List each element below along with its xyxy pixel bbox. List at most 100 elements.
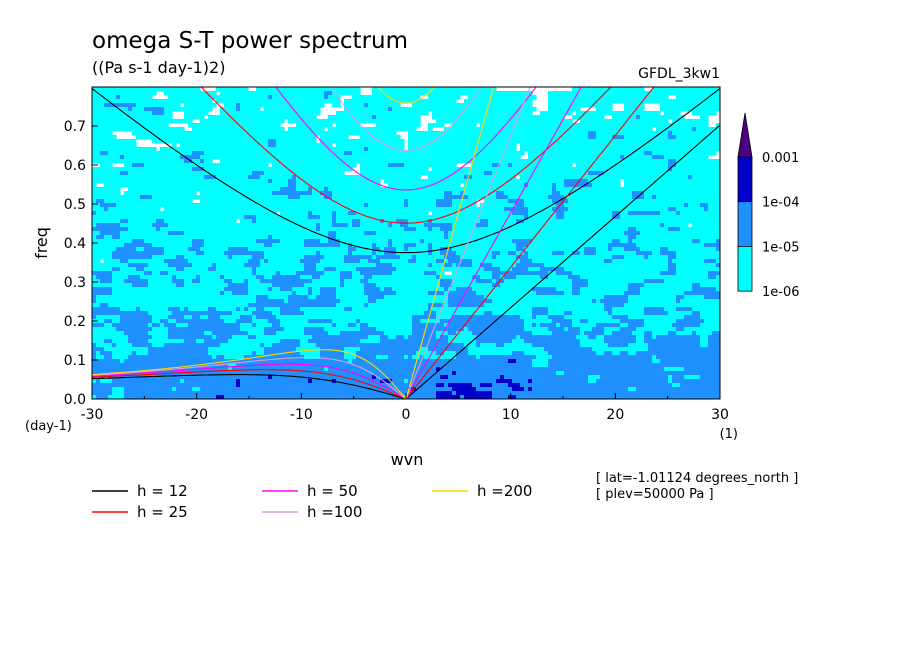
heatmap-cell: [592, 95, 597, 100]
heatmap-cell: [312, 115, 317, 120]
heatmap-cell: [444, 219, 449, 224]
heatmap-cell: [108, 91, 113, 96]
heatmap-cell: [96, 155, 101, 160]
heatmap-cell: [188, 199, 193, 204]
heatmap-cell: [444, 135, 449, 140]
heatmap-cell: [412, 115, 417, 120]
heatmap-cell: [176, 151, 181, 156]
heatmap-cell: [96, 211, 101, 216]
heatmap-cell: [520, 175, 525, 180]
heatmap-cell: [300, 139, 305, 144]
heatmap-cell: [472, 215, 477, 220]
heatmap-cell: [128, 171, 133, 176]
heatmap-cell: [320, 103, 325, 108]
heatmap-cell: [452, 87, 457, 92]
heatmap-cell: [208, 115, 213, 120]
heatmap-cell: [292, 163, 297, 168]
heatmap-cell: [500, 139, 505, 144]
heatmap-cell: [232, 103, 237, 108]
heatmap-cell: [712, 159, 717, 164]
heatmap-cell: [504, 179, 509, 184]
heatmap-cell: [172, 179, 177, 184]
heatmap-cell: [236, 95, 241, 100]
heatmap-cell: [136, 203, 141, 208]
heatmap-cell: [288, 203, 293, 208]
heatmap-cell: [572, 179, 577, 184]
heatmap-cell: [356, 175, 361, 180]
heatmap-cell: [236, 119, 241, 124]
heatmap-cell: [704, 99, 709, 104]
heatmap-cell: [392, 155, 397, 160]
heatmap-cell: [240, 183, 245, 188]
heatmap-cell: [300, 115, 305, 120]
heatmap-cell: [352, 159, 357, 164]
heatmap-cell: [632, 171, 637, 176]
heatmap-cell: [480, 191, 485, 196]
heatmap-cell: [592, 183, 597, 188]
heatmap-cell: [640, 159, 645, 164]
heatmap-cell: [536, 143, 541, 148]
heatmap-cell: [456, 167, 461, 172]
heatmap-cell: [108, 159, 113, 164]
heatmap-cell: [652, 115, 657, 120]
heatmap-cell: [468, 91, 473, 96]
heatmap-cell: [472, 87, 477, 92]
heatmap-cell: [364, 211, 369, 216]
heatmap-cell: [256, 135, 261, 140]
heatmap-cell: [700, 207, 705, 212]
heatmap-cell: [628, 111, 633, 116]
heatmap-cell: [244, 143, 249, 148]
heatmap-cell: [112, 155, 117, 160]
heatmap-cell: [448, 147, 453, 152]
heatmap-cell: [596, 127, 601, 132]
heatmap-cell: [444, 107, 449, 112]
heatmap-cell: [240, 207, 245, 212]
heatmap-cell: [196, 171, 201, 176]
heatmap-cell: [308, 203, 313, 208]
heatmap-cell: [164, 215, 169, 220]
heatmap-cell: [108, 207, 113, 212]
heatmap-cell: [492, 203, 497, 208]
heatmap-cell: [296, 207, 301, 212]
heatmap-cell: [224, 151, 229, 156]
heatmap-cell: [428, 91, 433, 96]
heatmap-cell: [172, 87, 177, 92]
heatmap-cell: [96, 179, 101, 184]
heatmap-cell: [264, 107, 269, 112]
heatmap-cell: [564, 143, 569, 148]
heatmap-cell: [388, 219, 393, 224]
heatmap-cell: [584, 111, 589, 116]
heatmap-cell: [596, 111, 601, 116]
heatmap-cell: [656, 123, 661, 128]
heatmap-cell: [452, 151, 457, 156]
heatmap-cell: [132, 179, 137, 184]
heatmap-cell: [644, 203, 649, 208]
heatmap-cell: [312, 159, 317, 164]
heatmap-cell: [624, 151, 629, 156]
heatmap-cell: [280, 167, 285, 172]
heatmap-cell: [428, 147, 433, 152]
heatmap-cell: [124, 211, 129, 216]
heatmap-cell: [232, 163, 237, 168]
heatmap-cell: [604, 187, 609, 192]
heatmap-cell: [400, 199, 405, 204]
heatmap-cell: [632, 175, 637, 180]
heatmap-cell: [424, 99, 429, 104]
heatmap-cell: [540, 135, 545, 140]
heatmap-cell: [312, 127, 317, 132]
heatmap-cell: [332, 155, 337, 160]
heatmap-cell: [332, 139, 337, 144]
heatmap-cell: [200, 175, 205, 180]
heatmap-cell: [404, 111, 409, 116]
heatmap-cell: [240, 211, 245, 216]
heatmap-cell: [492, 171, 497, 176]
heatmap-cell: [256, 99, 261, 104]
heatmap-cell: [320, 131, 325, 136]
heatmap-cell: [408, 167, 413, 172]
heatmap-cell: [284, 183, 289, 188]
heatmap-cell: [224, 95, 229, 100]
heatmap-cell: [660, 139, 665, 144]
heatmap-cell: [560, 179, 565, 184]
heatmap-cell: [288, 119, 293, 124]
heatmap-cell: [400, 99, 405, 104]
